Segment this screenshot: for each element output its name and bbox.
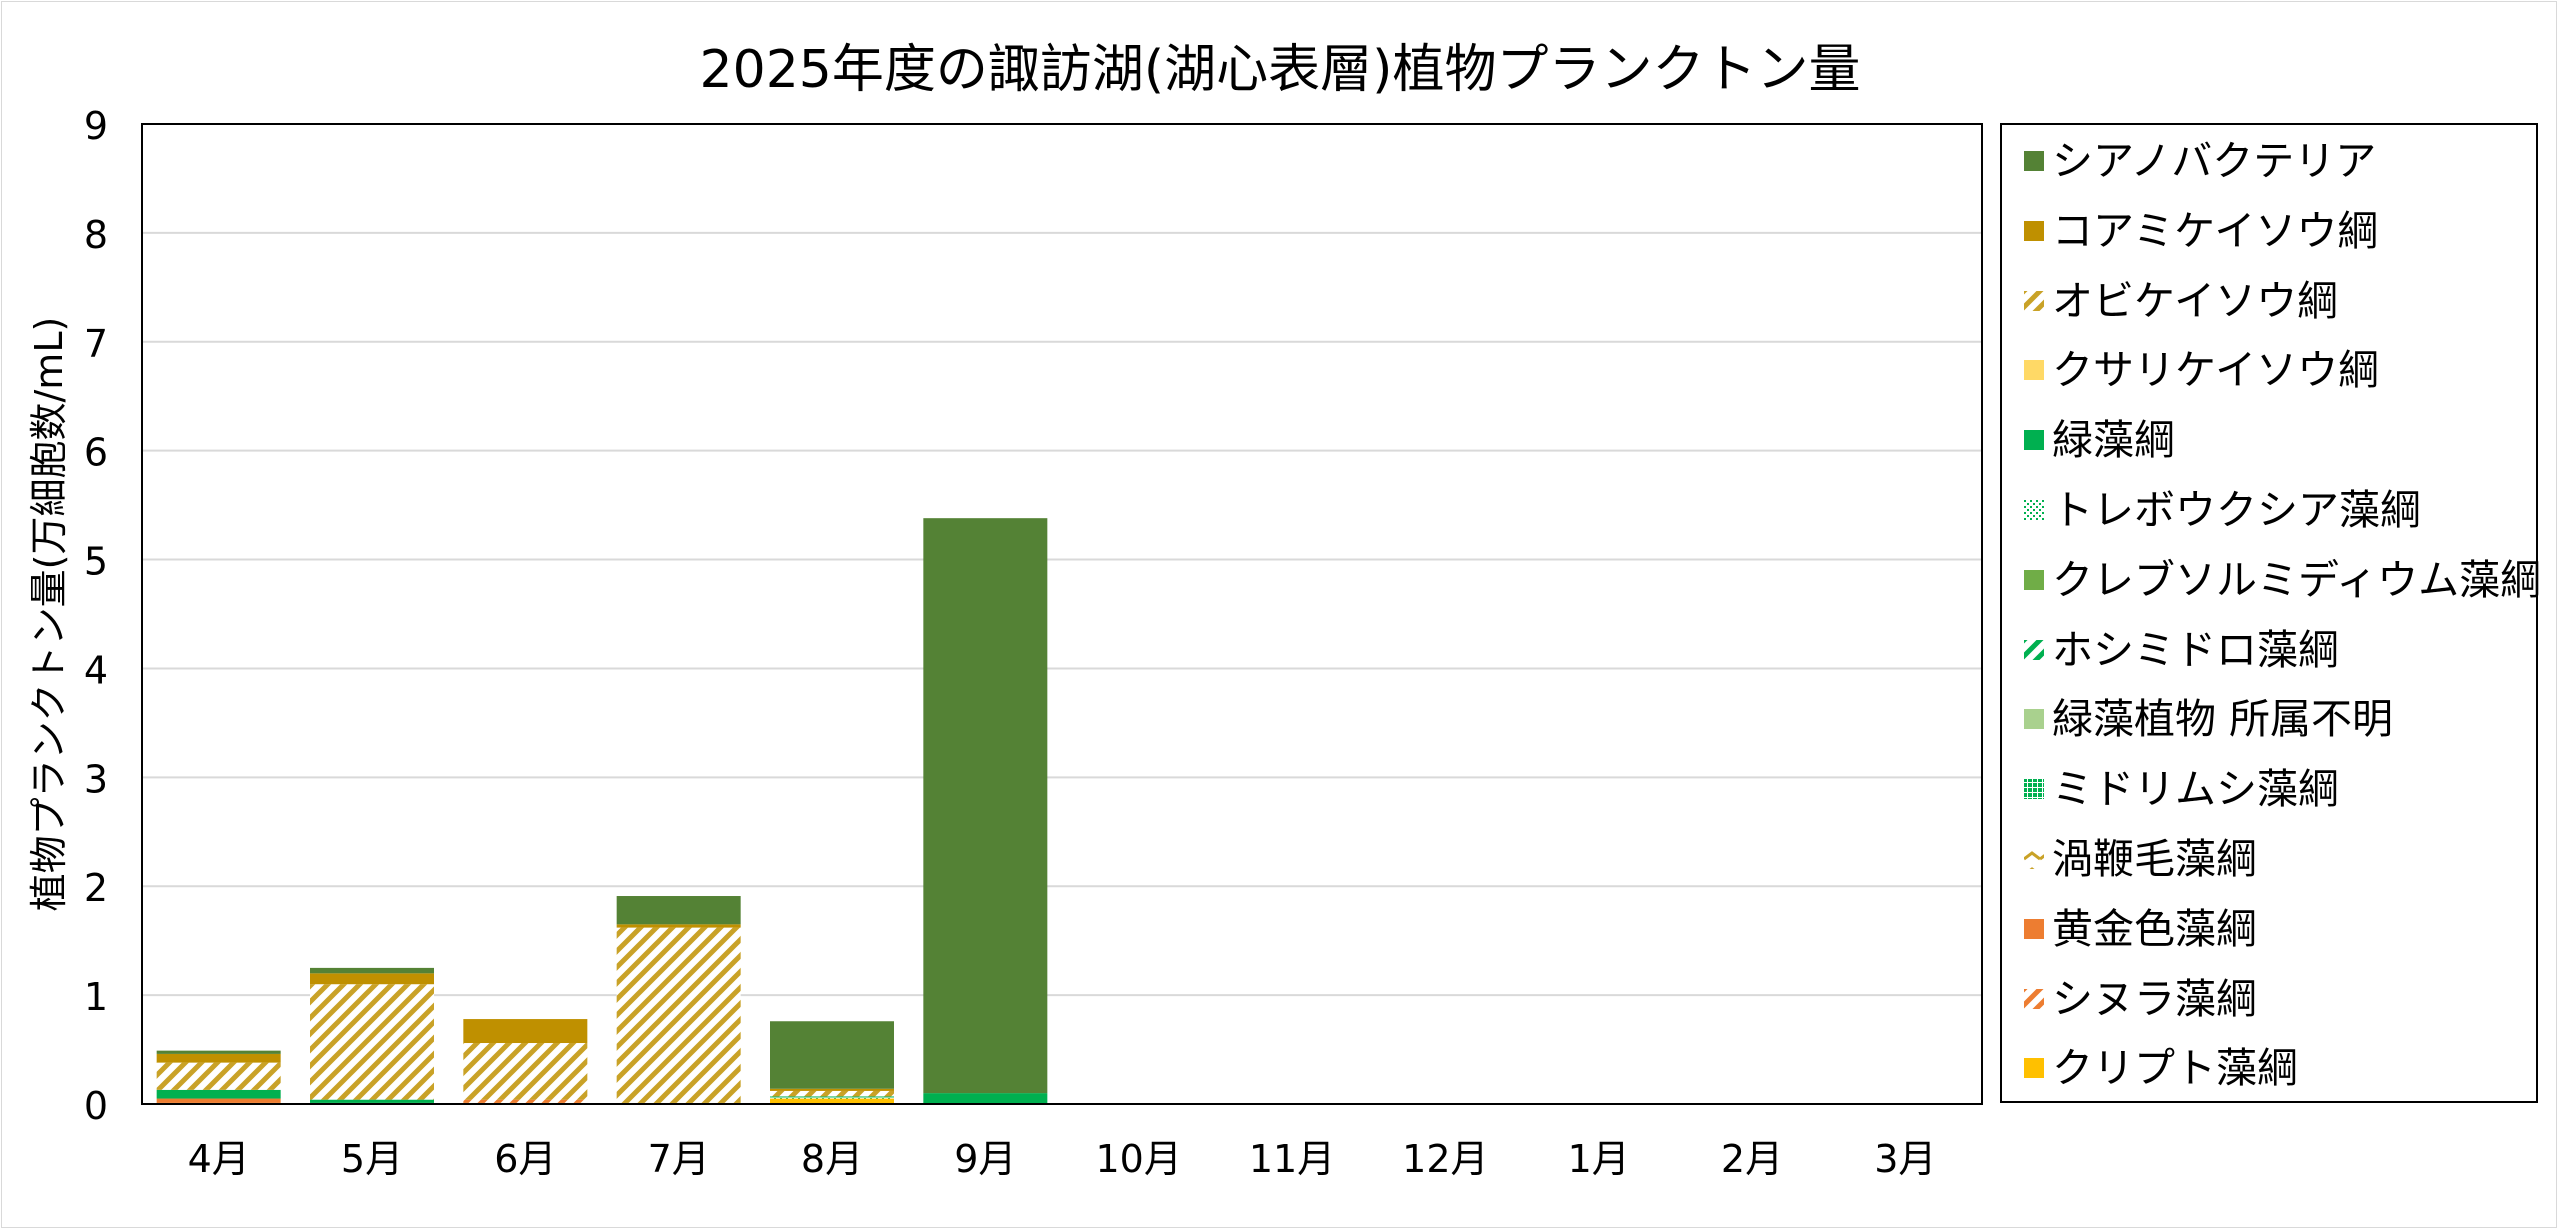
- legend-swatch: [2024, 500, 2044, 520]
- y-tick-label: 9: [84, 104, 108, 148]
- y-tick-label: 2: [84, 866, 108, 910]
- bar-segment: [463, 1019, 588, 1044]
- x-tick-label: 2月: [1721, 1137, 1783, 1181]
- y-tick-label: 7: [84, 322, 108, 366]
- y-tick-label: 0: [84, 1084, 108, 1128]
- bar-segment: [616, 896, 741, 925]
- y-axis-label: 植物プランクトン量(万細胞数/mL): [27, 317, 71, 912]
- legend-swatch: [2024, 360, 2044, 381]
- legend-label: クレブソルミディウム藻綱: [2052, 555, 2542, 604]
- legend-item: 渦鞭毛藻綱: [2024, 829, 2257, 889]
- bar-segment: [770, 1088, 894, 1091]
- legend-label: コアミケイソウ綱: [2052, 206, 2379, 255]
- bar-segment: [156, 1089, 281, 1099]
- legend-swatch: [2024, 151, 2044, 171]
- x-tick-label: 5月: [341, 1137, 403, 1181]
- legend-swatch: [2024, 918, 2044, 939]
- bar-segment: [156, 1050, 281, 1054]
- x-tick-label: 6月: [494, 1137, 556, 1181]
- bar-segment: [156, 1062, 281, 1090]
- legend-label: ミドリムシ藻綱: [2052, 765, 2339, 814]
- legend-item: クサリケイソウ綱: [2024, 340, 2379, 400]
- gridlines: [142, 123, 1982, 997]
- legend-swatch: [2024, 220, 2044, 241]
- bar-segment: [770, 1021, 894, 1089]
- legend-label: クサリケイソウ綱: [2052, 346, 2380, 395]
- x-axis-tick-labels: 4月 5月 6月 7月 8月 9月 10月 11月 12月 1月 2月 3月: [188, 1137, 1937, 1181]
- legend: シアノバクテリア コアミケイソウ綱 オビケイソウ綱 クサリケイソウ綱 緑藻綱トレボウクシ…: [2000, 123, 2541, 1103]
- legend-item: ホシミドロ藻綱: [2024, 620, 2339, 680]
- bar-segment: [923, 518, 1048, 1094]
- x-tick-label: 9月: [954, 1137, 1016, 1181]
- bar-stacks: [156, 518, 1048, 1104]
- legend-swatch: [2024, 988, 2044, 1009]
- legend-swatch: [2024, 849, 2044, 869]
- legend-label: 渦鞭毛藻綱: [2052, 835, 2257, 883]
- legend-label: シアノバクテリア: [2052, 137, 2377, 185]
- bar-segment: [310, 967, 434, 974]
- chart-title: 2025年度の諏訪湖(湖心表層)植物プランクトン量: [699, 40, 1861, 100]
- legend-label: シヌラ藻綱: [2052, 974, 2257, 1023]
- bar-segment: [463, 1043, 588, 1100]
- legend-label: オビケイソウ綱: [2052, 276, 2339, 325]
- plot-area-border: [141, 123, 1983, 1105]
- legend-item: コアミケイソウ綱: [2024, 201, 2378, 261]
- y-axis-tick-labels: 0 1 2 3 4 5 6 7 8 9: [84, 104, 108, 1128]
- bar-segment: [770, 1097, 894, 1099]
- legend-item: 緑藻綱: [2024, 410, 2175, 470]
- bar-segment: [310, 984, 434, 1100]
- legend-label: クリプト藻綱: [2052, 1044, 2298, 1093]
- legend-label: 黄金色藻綱: [2052, 904, 2257, 953]
- x-tick-label: 12月: [1402, 1137, 1488, 1181]
- legend-label: 緑藻植物 所属不明: [2052, 695, 2394, 744]
- legend-swatch: [2024, 569, 2044, 590]
- bar-segment: [923, 1093, 1048, 1104]
- legend-item: ミドリムシ藻綱: [2024, 759, 2339, 819]
- x-tick-label: 8月: [801, 1137, 863, 1181]
- legend-swatch: [2024, 709, 2044, 730]
- legend-swatch: [2024, 1058, 2044, 1079]
- legend-label: トレボウクシア藻綱: [2052, 486, 2421, 534]
- legend-label: 緑藻綱: [2052, 416, 2175, 465]
- legend-swatch: [2024, 779, 2044, 800]
- x-tick-label: 10月: [1095, 1137, 1181, 1181]
- legend-item: 黄金色藻綱: [2024, 899, 2257, 959]
- x-tick-label: 7月: [648, 1137, 710, 1181]
- bar-segment: [310, 973, 434, 985]
- bar-segment: [770, 1098, 894, 1104]
- x-tick-label: 4月: [188, 1137, 250, 1181]
- legend-item: トレボウクシア藻綱: [2024, 480, 2421, 540]
- legend-item: オビケイソウ綱: [2024, 271, 2338, 331]
- legend-item: シヌラ藻綱: [2024, 969, 2257, 1029]
- bar-segment: [616, 927, 741, 1103]
- legend-item: クレブソルミディウム藻綱: [2024, 550, 2541, 610]
- bar-segment: [310, 1099, 434, 1103]
- bar-segment: [156, 1053, 281, 1063]
- y-tick-label: 6: [84, 431, 108, 475]
- x-tick-label: 11月: [1249, 1137, 1335, 1181]
- legend-item: クリプト藻綱: [2024, 1038, 2298, 1098]
- legend-swatch: [2024, 639, 2044, 660]
- x-tick-label: 3月: [1874, 1137, 1936, 1181]
- legend-swatch: [2024, 430, 2044, 451]
- bar-segment: [770, 1090, 894, 1097]
- x-tick-label: 1月: [1568, 1137, 1630, 1181]
- bar-segment: [616, 924, 741, 928]
- bar-segment: [770, 1096, 894, 1098]
- y-tick-label: 3: [84, 757, 108, 801]
- bar-segment: [463, 1099, 588, 1103]
- y-tick-label: 5: [84, 540, 108, 584]
- y-tick-label: 8: [84, 213, 108, 257]
- y-tick-label: 4: [84, 648, 108, 692]
- y-tick-label: 1: [84, 975, 108, 1019]
- legend-swatch: [2024, 290, 2044, 311]
- legend-item: シアノバクテリア: [2024, 131, 2376, 191]
- legend-label: ホシミドロ藻綱: [2052, 625, 2339, 674]
- legend-item: 緑藻植物 所属不明: [2024, 689, 2393, 749]
- bar-segment: [156, 1098, 281, 1103]
